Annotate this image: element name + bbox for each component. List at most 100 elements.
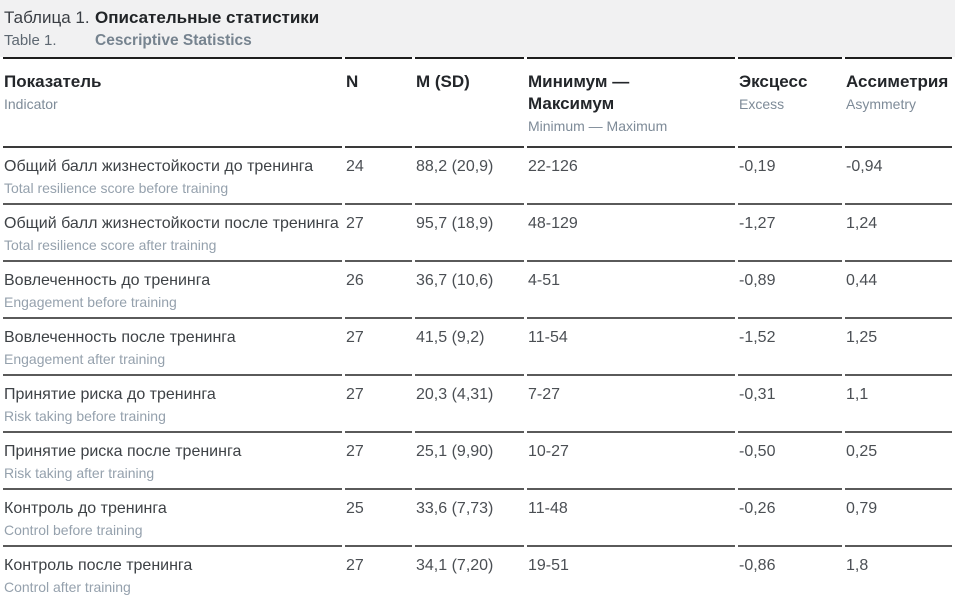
- table-row: Общий балл жизнестойкости после тренинга…: [3, 203, 952, 260]
- cell-n: 27: [345, 374, 412, 431]
- table-row: Вовлеченность после тренинга Engagement …: [3, 317, 952, 374]
- cell-excess: -0,31: [738, 374, 842, 431]
- cell-indicator: Контроль после тренинга Control after tr…: [3, 545, 342, 602]
- cell-excess: -0,26: [738, 488, 842, 545]
- cell-indicator: Контроль до тренинга Control before trai…: [3, 488, 342, 545]
- indicator-en: Control before training: [4, 522, 143, 538]
- caption-title-en: Cescriptive Statistics: [95, 32, 252, 49]
- indicator-ru: Принятие риска после тренинга: [4, 443, 242, 460]
- col-header-indicator: Показатель Indicator: [3, 57, 342, 146]
- cell-min-max: 48-129: [527, 203, 735, 260]
- caption-line-ru: Таблица 1. Описательные статистики: [4, 7, 951, 30]
- col-header-excess-en: Excess: [739, 96, 785, 112]
- cell-asymmetry: 1,8: [845, 545, 952, 602]
- col-header-min-max: Минимум — Максимум Minimum — Maximum: [527, 57, 735, 146]
- cell-indicator: Вовлеченность до тренинга Engagement bef…: [3, 260, 342, 317]
- cell-n: 26: [345, 260, 412, 317]
- col-header-min-max-ru-text: Минимум — Максимум: [528, 72, 630, 113]
- cell-n: 27: [345, 317, 412, 374]
- col-header-m-sd-ru: M (SD): [416, 72, 470, 91]
- cell-excess: -0,50: [738, 431, 842, 488]
- cell-asymmetry: 1,25: [845, 317, 952, 374]
- indicator-en: Total resilience score before training: [4, 180, 229, 196]
- caption-label-ru: Таблица 1.: [4, 8, 90, 27]
- table-row: Принятие риска до тренинга Risk taking b…: [3, 374, 952, 431]
- indicator-en: Risk taking before training: [4, 408, 166, 424]
- table-row: Вовлеченность до тренинга Engagement bef…: [3, 260, 952, 317]
- cell-m-sd: 95,7 (18,9): [415, 203, 524, 260]
- col-header-m-sd: M (SD): [415, 57, 524, 146]
- indicator-ru: Принятие риска до тренинга: [4, 386, 216, 403]
- caption-label-en: Table 1.: [4, 32, 57, 49]
- col-header-asymmetry-en: Asymmetry: [846, 96, 916, 112]
- cell-min-max: 10-27: [527, 431, 735, 488]
- cell-min-max: 11-48: [527, 488, 735, 545]
- col-header-indicator-ru: Показатель: [4, 72, 102, 91]
- cell-indicator: Общий балл жизнестойкости до тренинга To…: [3, 146, 342, 203]
- col-header-n-ru: N: [346, 72, 359, 91]
- col-header-asymmetry-ru: Ассиметрия: [846, 72, 949, 91]
- cell-asymmetry: 0,79: [845, 488, 952, 545]
- cell-asymmetry: -0,94: [845, 146, 952, 203]
- cell-m-sd: 34,1 (7,20): [415, 545, 524, 602]
- table-caption: Таблица 1. Описательные статистики Table …: [0, 0, 955, 57]
- indicator-en: Engagement after training: [4, 351, 166, 367]
- cell-min-max: 7-27: [527, 374, 735, 431]
- cell-min-max: 19-51: [527, 545, 735, 602]
- indicator-ru: Контроль до тренинга: [4, 500, 167, 517]
- header-row: Показатель Indicator N M (SD) Минимум — …: [3, 57, 952, 146]
- statistics-table: Показатель Indicator N M (SD) Минимум — …: [0, 57, 955, 602]
- cell-m-sd: 20,3 (4,31): [415, 374, 524, 431]
- indicator-en: Engagement before training: [4, 294, 177, 310]
- col-header-indicator-en: Indicator: [4, 96, 58, 112]
- cell-indicator: Вовлеченность после тренинга Engagement …: [3, 317, 342, 374]
- cell-indicator: Принятие риска до тренинга Risk taking b…: [3, 374, 342, 431]
- cell-asymmetry: 0,25: [845, 431, 952, 488]
- indicator-ru: Вовлеченность до тренинга: [4, 272, 211, 289]
- indicator-ru: Общий балл жизнестойкости до тренинга: [4, 158, 314, 175]
- cell-n: 27: [345, 203, 412, 260]
- indicator-en: Control after training: [4, 579, 131, 595]
- caption-title-ru: Описательные статистики: [95, 8, 320, 27]
- col-header-min-max-ru: Минимум — Максимум: [528, 71, 735, 115]
- col-header-excess-ru: Эксцесс: [739, 72, 808, 91]
- cell-excess: -1,27: [738, 203, 842, 260]
- cell-indicator: Общий балл жизнестойкости после тренинга…: [3, 203, 342, 260]
- cell-asymmetry: 0,44: [845, 260, 952, 317]
- cell-min-max: 22-126: [527, 146, 735, 203]
- table-row: Общий балл жизнестойкости до тренинга To…: [3, 146, 952, 203]
- indicator-en: Total resilience score after training: [4, 237, 217, 253]
- cell-excess: -0,86: [738, 545, 842, 602]
- cell-min-max: 4-51: [527, 260, 735, 317]
- cell-asymmetry: 1,24: [845, 203, 952, 260]
- cell-m-sd: 88,2 (20,9): [415, 146, 524, 203]
- table-row: Контроль до тренинга Control before trai…: [3, 488, 952, 545]
- indicator-ru: Вовлеченность после тренинга: [4, 329, 236, 346]
- cell-m-sd: 36,7 (10,6): [415, 260, 524, 317]
- cell-min-max: 11-54: [527, 317, 735, 374]
- cell-m-sd: 33,6 (7,73): [415, 488, 524, 545]
- cell-m-sd: 41,5 (9,2): [415, 317, 524, 374]
- cell-indicator: Принятие риска после тренинга Risk takin…: [3, 431, 342, 488]
- cell-m-sd: 25,1 (9,90): [415, 431, 524, 488]
- cell-asymmetry: 1,1: [845, 374, 952, 431]
- indicator-en: Risk taking after training: [4, 465, 155, 481]
- indicator-ru: Общий балл жизнестойкости после тренинга: [4, 215, 339, 232]
- col-header-min-max-en: Minimum — Maximum: [528, 118, 668, 134]
- cell-n: 27: [345, 545, 412, 602]
- col-header-excess: Эксцесс Excess: [738, 57, 842, 146]
- indicator-ru: Контроль после тренинга: [4, 557, 193, 574]
- cell-n: 27: [345, 431, 412, 488]
- cell-excess: -0,89: [738, 260, 842, 317]
- table-row: Контроль после тренинга Control after tr…: [3, 545, 952, 602]
- cell-excess: -1,52: [738, 317, 842, 374]
- caption-line-en: Table 1. Cescriptive Statistics: [4, 30, 951, 52]
- table-row: Принятие риска после тренинга Risk takin…: [3, 431, 952, 488]
- col-header-asymmetry: Ассиметрия Asymmetry: [845, 57, 952, 146]
- col-header-n: N: [345, 57, 412, 146]
- cell-excess: -0,19: [738, 146, 842, 203]
- cell-n: 25: [345, 488, 412, 545]
- table-body: Общий балл жизнестойкости до тренинга To…: [3, 146, 952, 602]
- cell-n: 24: [345, 146, 412, 203]
